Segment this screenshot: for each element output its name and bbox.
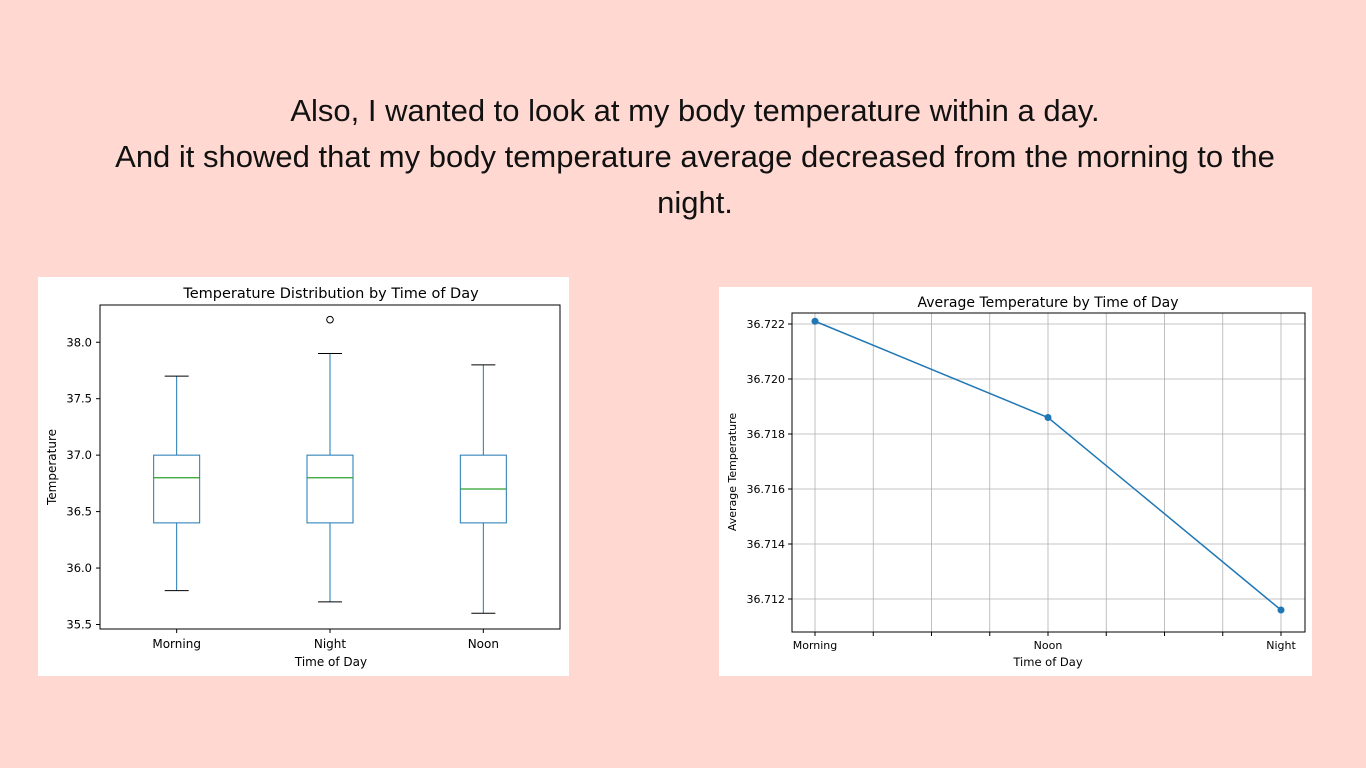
line-y-tick-label: 36.718 <box>747 428 786 441</box>
boxplot-y-label: Temperature <box>45 429 59 506</box>
line-chart: Average Temperature by Time of Day Time … <box>726 295 1306 669</box>
boxplot-y-tick-label: 37.0 <box>66 448 92 462</box>
boxplot-chart: Temperature Distribution by Time of Day … <box>45 286 561 669</box>
boxplot-y-tick-label: 36.0 <box>66 561 92 575</box>
boxplot-outlier-point <box>326 315 334 324</box>
line-y-tick-label: 36.722 <box>747 318 786 331</box>
boxplot-x-tick-label: Night <box>314 637 347 651</box>
boxplot-y-tick-label: 38.0 <box>66 335 92 349</box>
line-x-tick-label: Noon <box>1034 639 1063 652</box>
line-title: Average Temperature by Time of Day <box>918 295 1179 311</box>
boxplot-x-tick-label: Noon <box>468 637 499 651</box>
line-y-tick-label: 36.716 <box>747 483 786 496</box>
boxplot-panel: Temperature Distribution by Time of Day … <box>38 277 569 676</box>
boxplot-box <box>153 454 201 524</box>
line-y-tick-label: 36.720 <box>747 373 786 386</box>
line-x-label: Time of Day <box>1012 655 1082 669</box>
line-x-tick-label: Night <box>1266 639 1296 652</box>
line-y-tick-label: 36.712 <box>747 593 786 606</box>
boxplot-y-tick-label: 37.5 <box>66 392 92 406</box>
boxplot-y-tick-label: 36.5 <box>66 505 92 519</box>
boxplot-y-tick-label: 35.5 <box>66 617 92 631</box>
line-plot-frame <box>791 312 1306 633</box>
line-y-tick-label: 36.714 <box>747 538 786 551</box>
line-data-point <box>811 317 819 325</box>
line-x-tick-label: Morning <box>793 639 838 652</box>
heading-line-2: And it showed that my body temperature a… <box>115 139 1275 174</box>
heading-line-3: night. <box>657 185 733 220</box>
heading-line-1: Also, I wanted to look at my body temper… <box>290 93 1100 128</box>
line-panel: Average Temperature by Time of Day Time … <box>719 287 1312 676</box>
line-y-label: Average Temperature <box>726 413 739 532</box>
boxplot-title: Temperature Distribution by Time of Day <box>182 286 479 302</box>
boxplot-box <box>306 454 354 524</box>
boxplot-x-tick-label: Morning <box>152 637 201 651</box>
slide-heading: Also, I wanted to look at my body temper… <box>40 88 1350 226</box>
line-data-point <box>1044 414 1052 421</box>
boxplot-x-label: Time of Day <box>294 655 367 669</box>
line-data-point <box>1277 606 1285 614</box>
